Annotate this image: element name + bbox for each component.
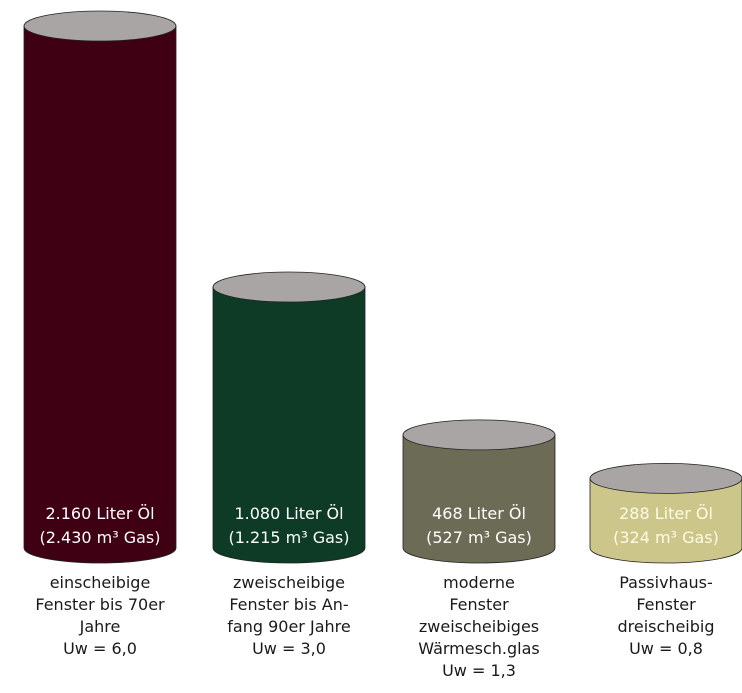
- bar-top-ellipse: [212, 271, 366, 303]
- category-label: fang 90er Jahre: [227, 617, 350, 636]
- category-label: Fenster bis 70er: [35, 595, 165, 614]
- bar-body: [212, 286, 366, 564]
- bar-top-ellipse: [23, 10, 177, 42]
- data-label: 288 Liter Öl: [619, 504, 713, 523]
- data-label: 2.160 Liter Öl: [45, 504, 154, 523]
- bar-body: [402, 434, 556, 564]
- category-label: Passivhaus-: [619, 573, 713, 592]
- category-label: zweischeibige: [233, 573, 345, 592]
- category-label: Uw = 0,8: [629, 639, 703, 658]
- bar-body: [23, 25, 177, 564]
- category-label: zweischeibiges: [419, 617, 539, 636]
- category-label: Uw = 1,3: [442, 661, 516, 680]
- category-label: Fenster: [636, 595, 696, 614]
- category-label: Fenster bis An-: [229, 595, 348, 614]
- bar-top-ellipse: [589, 463, 742, 494]
- bar-body: [589, 478, 742, 564]
- data-label: 1.080 Liter Öl: [234, 504, 343, 523]
- data-label: 468 Liter Öl: [432, 504, 526, 523]
- category-label: Wärmesch.glas: [418, 639, 539, 658]
- category-label: Uw = 6,0: [63, 639, 137, 658]
- category-label: Fenster: [449, 595, 509, 614]
- bar-top-ellipse: [402, 419, 556, 451]
- bar-cylinder: [23, 10, 177, 564]
- category-label: Jahre: [79, 617, 121, 636]
- bar-cylinder: [212, 271, 366, 564]
- category-label: dreischeibig: [618, 617, 715, 636]
- data-label: (527 m³ Gas): [426, 528, 532, 547]
- data-label: (1.215 m³ Gas): [229, 528, 350, 547]
- data-label: (324 m³ Gas): [613, 528, 719, 547]
- category-label: Uw = 3,0: [252, 639, 326, 658]
- bar-cylinder: [402, 419, 556, 564]
- bar-cylinder: [589, 463, 742, 564]
- category-label: moderne: [443, 573, 515, 592]
- category-label: einscheibige: [50, 573, 151, 592]
- data-label: (2.430 m³ Gas): [40, 528, 161, 547]
